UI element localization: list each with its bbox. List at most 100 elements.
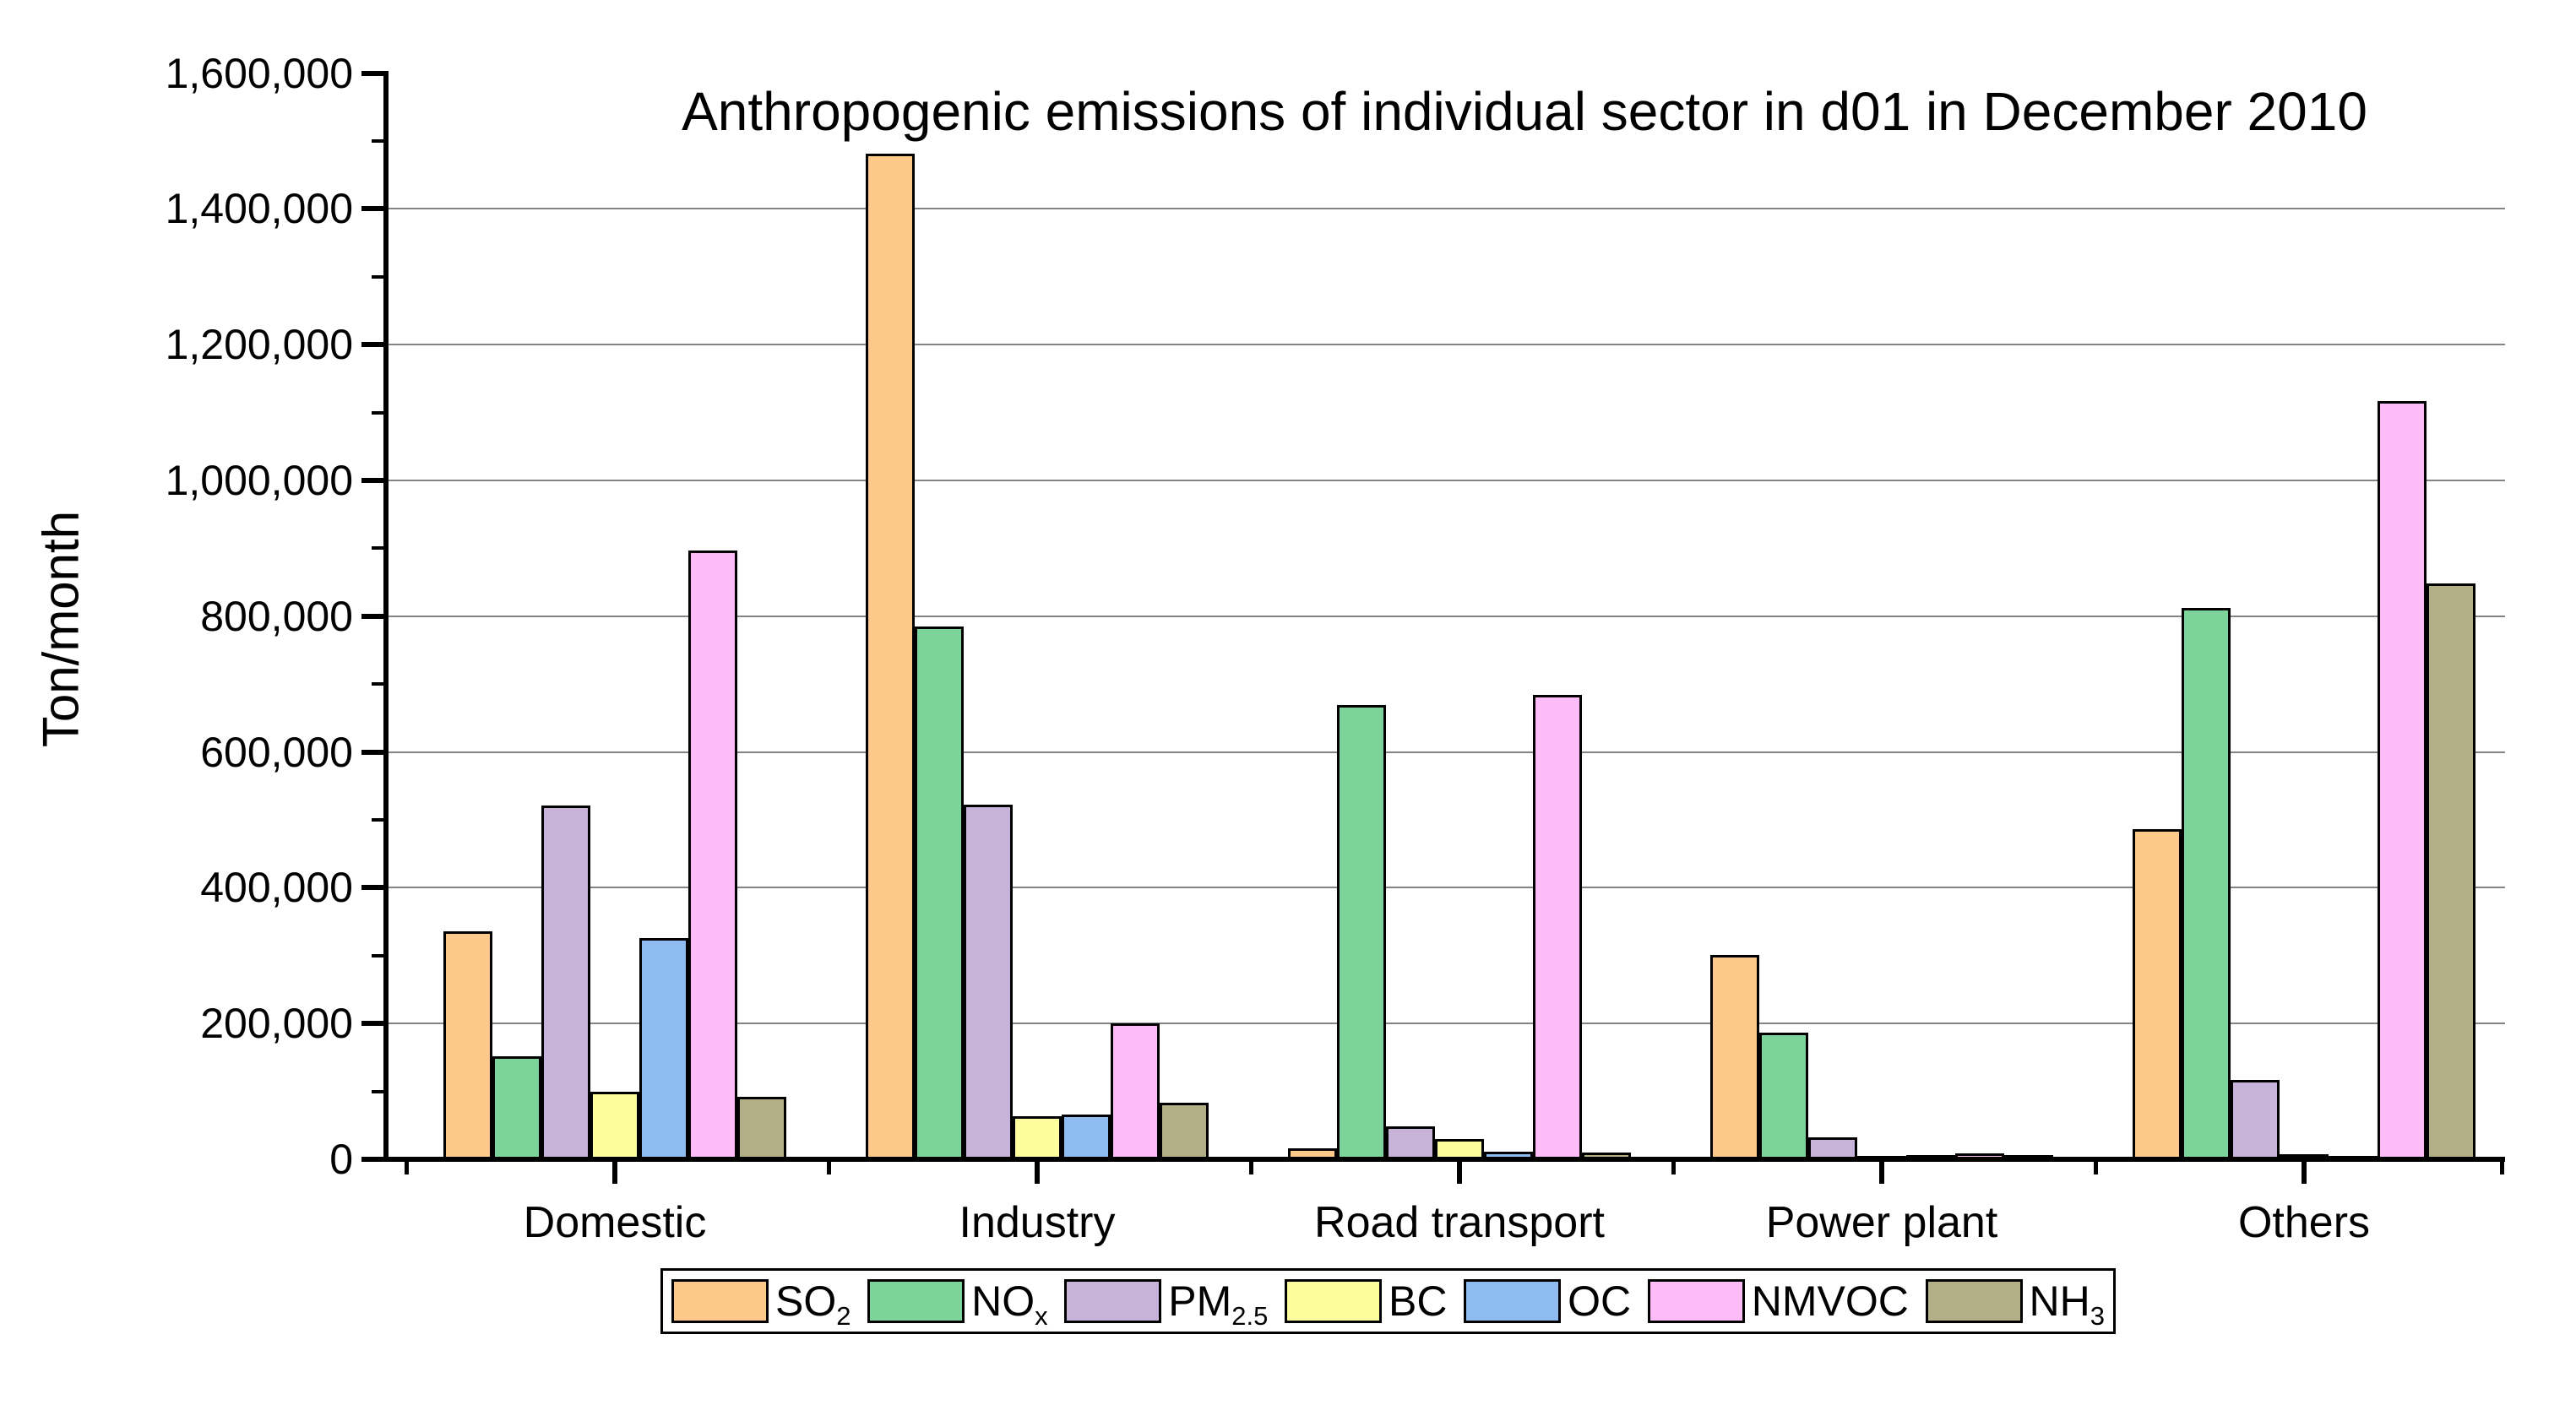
gridline (389, 1023, 2505, 1025)
bar-nh3-others (2427, 583, 2475, 1159)
legend-item-bc: BC (1285, 1278, 1448, 1325)
bar-nmvoc-industry (1111, 1023, 1160, 1159)
gridline (389, 480, 2505, 481)
legend-swatch-so2 (671, 1279, 769, 1323)
bar-so2-others (2133, 828, 2182, 1159)
x-minor-tick (1671, 1162, 1676, 1174)
bar-nox-road-transport (1337, 705, 1386, 1159)
x-major-tick (1035, 1162, 1040, 1184)
bar-pm2.5-domestic (541, 806, 590, 1159)
gridline (389, 751, 2505, 753)
x-category-label-others: Others (2237, 1198, 2371, 1247)
x-minor-tick (827, 1162, 831, 1174)
y-minor-tick (372, 953, 383, 957)
x-category-label-power-plant: Power plant (1765, 1198, 1998, 1247)
y-tick-label: 1,000,000 (165, 457, 353, 504)
legend-item-pm2.5: PM2.5 (1064, 1278, 1269, 1331)
x-minor-tick (1249, 1162, 1253, 1174)
y-major-tick (361, 206, 383, 212)
x-major-tick (1879, 1162, 1884, 1184)
bar-bc-domestic (590, 1091, 639, 1159)
x-category-label-road-transport: Road transport (1314, 1198, 1605, 1247)
chart-title: Anthropogenic emissions of individual se… (682, 81, 2367, 142)
x-minor-tick (2094, 1162, 2098, 1174)
legend-label-nmvoc: NMVOC (1751, 1278, 1909, 1325)
x-axis-spine (383, 1157, 2505, 1162)
legend-swatch-nh3 (1925, 1279, 2023, 1323)
legend-item-nmvoc: NMVOC (1647, 1278, 1909, 1325)
bar-nh3-industry (1160, 1102, 1209, 1159)
y-tick-label: 400,000 (200, 864, 353, 912)
legend-box: SO2 NOx PM2.5 BC OC NMVOC NH3 (660, 1268, 2116, 1334)
bar-nmvoc-others (2378, 401, 2427, 1159)
legend-label-nox: NOx (971, 1278, 1048, 1331)
gridline (389, 208, 2505, 210)
legend-swatch-pm2.5 (1064, 1279, 1162, 1323)
gridline (389, 344, 2505, 346)
legend-item-nox: NOx (867, 1278, 1048, 1331)
legend-item-nh3: NH3 (1925, 1278, 2105, 1331)
y-minor-tick (372, 818, 383, 822)
legend-swatch-oc (1464, 1279, 1562, 1323)
bar-nox-power-plant (1759, 1032, 1808, 1159)
y-minor-tick (372, 546, 383, 551)
y-major-tick (361, 1157, 383, 1162)
x-major-tick (1457, 1162, 1462, 1184)
y-tick-label: 0 (329, 1136, 353, 1183)
y-tick-label: 1,200,000 (165, 321, 353, 369)
bar-nmvoc-road-transport (1533, 695, 1582, 1159)
y-tick-label: 800,000 (200, 592, 353, 640)
bar-pm2.5-industry (964, 804, 1013, 1159)
legend-item-oc: OC (1464, 1279, 1631, 1323)
legend-item-so2: SO2 (671, 1278, 851, 1331)
legend-swatch-nox (867, 1279, 965, 1323)
y-major-tick (361, 1021, 383, 1027)
y-major-tick (361, 70, 383, 76)
legend-label-nh3: NH3 (2029, 1278, 2105, 1331)
y-tick-label: 1,600,000 (165, 49, 353, 97)
legend-swatch-bc (1285, 1279, 1383, 1323)
x-category-label-domestic: Domestic (523, 1198, 707, 1247)
y-minor-tick (372, 410, 383, 415)
gridline (389, 887, 2505, 889)
bar-oc-domestic (639, 938, 688, 1159)
bar-oc-industry (1062, 1115, 1111, 1159)
bar-nox-industry (915, 627, 964, 1159)
legend-label-so2: SO2 (775, 1278, 851, 1331)
legend-label-oc: OC (1568, 1278, 1632, 1325)
y-minor-tick (372, 1089, 383, 1093)
y-major-tick (361, 478, 383, 483)
bar-so2-domestic (443, 931, 492, 1159)
y-major-tick (361, 885, 383, 891)
y-minor-tick (372, 274, 383, 279)
bar-so2-industry (866, 154, 915, 1159)
y-tick-label: 200,000 (200, 1000, 353, 1048)
gridline (389, 615, 2505, 617)
bar-so2-power-plant (1710, 955, 1759, 1159)
bar-pm2.5-others (2231, 1080, 2280, 1159)
legend-label-bc: BC (1389, 1278, 1448, 1325)
legend-swatch-nmvoc (1647, 1279, 1745, 1323)
bar-nox-others (2182, 608, 2231, 1159)
bar-nmvoc-domestic (688, 551, 737, 1159)
y-major-tick (361, 342, 383, 348)
y-tick-label: 600,000 (200, 728, 353, 776)
x-major-tick (2302, 1162, 2307, 1184)
bar-pm2.5-road-transport (1386, 1126, 1435, 1159)
y-minor-tick (372, 139, 383, 143)
y-major-tick (361, 613, 383, 619)
x-major-tick (612, 1162, 617, 1184)
bar-nh3-domestic (737, 1097, 786, 1159)
y-minor-tick (372, 682, 383, 686)
x-category-label-industry: Industry (959, 1198, 1116, 1247)
x-minor-tick (2500, 1162, 2504, 1174)
bar-bc-industry (1013, 1115, 1062, 1159)
y-axis-spine (383, 70, 389, 1162)
y-tick-label: 1,400,000 (165, 185, 353, 233)
x-minor-tick (405, 1162, 409, 1174)
y-major-tick (361, 749, 383, 755)
bar-nox-domestic (492, 1056, 541, 1159)
legend-label-pm2.5: PM2.5 (1168, 1278, 1269, 1331)
